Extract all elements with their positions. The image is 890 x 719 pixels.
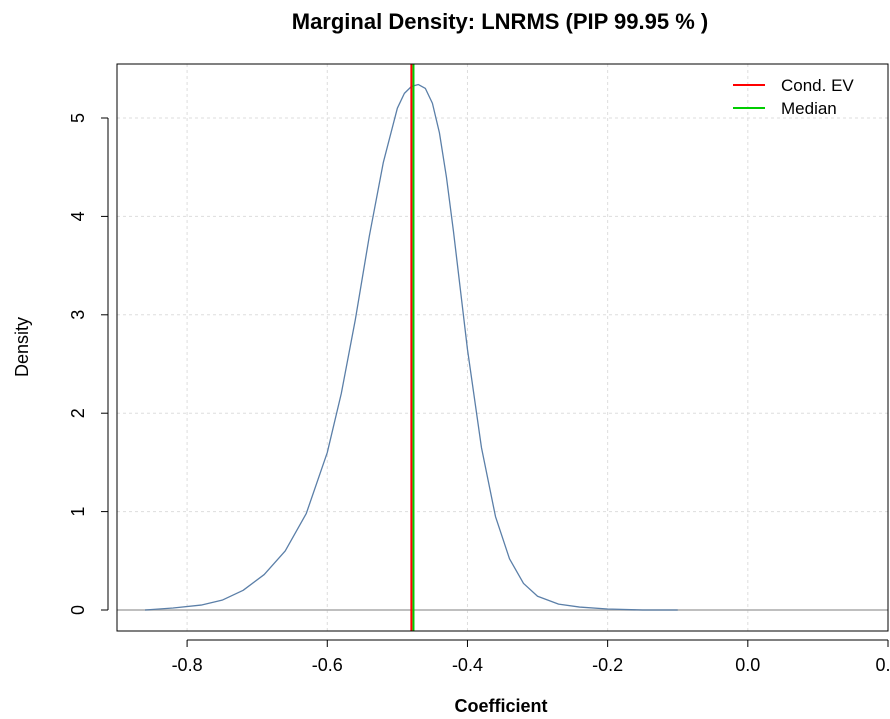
legend-label-median: Median [781,99,837,118]
y-tick-label-4: 4 [68,211,88,221]
x-tick-label-2: -0.4 [452,655,483,675]
plot-frame [116,63,889,632]
legend-label-cond-ev: Cond. EV [781,76,854,95]
y-axis: 0 1 2 3 4 5 [68,113,109,615]
y-tick-label-0: 0 [68,605,88,615]
y-tick-label-5: 5 [68,113,88,123]
y-tick-label-1: 1 [68,507,88,517]
y-axis-title: Density [12,317,32,377]
curve-layer [144,83,678,611]
x-axis: -0.8 -0.6 -0.4 -0.2 0.0 0.2 [172,639,890,675]
vertical-lines-layer [410,64,415,631]
chart-title: Marginal Density: LNRMS (PIP 99.95 % ) [292,9,708,34]
y-tick-label-2: 2 [68,408,88,418]
grid-layer [117,64,889,631]
x-tick-label-1: -0.6 [312,655,343,675]
x-tick-label-4: 0.0 [735,655,760,675]
x-tick-label-3: -0.2 [592,655,623,675]
x-tick-label-5: 0.2 [875,655,890,675]
y-tick-label-3: 3 [68,310,88,320]
x-tick-label-0: -0.8 [172,655,203,675]
x-axis-title: Coefficient [454,696,547,716]
legend: Cond. EV Median [733,76,854,118]
density-curve [144,83,678,611]
